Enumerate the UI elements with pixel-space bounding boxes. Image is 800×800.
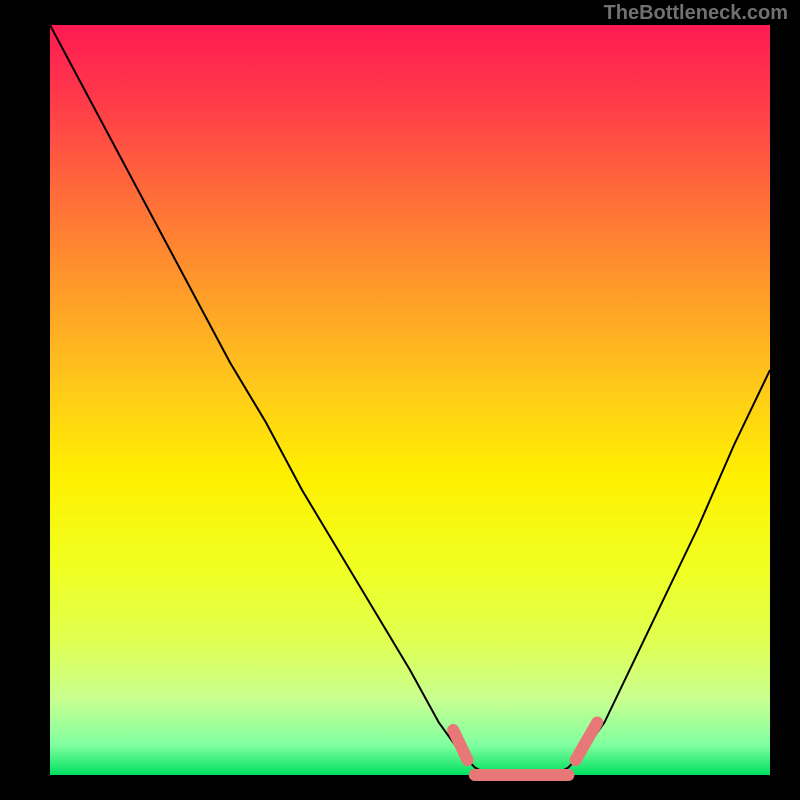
bottleneck-chart [0, 0, 800, 800]
chart-svg [0, 0, 800, 800]
plot-background [50, 25, 770, 775]
watermark-text: TheBottleneck.com [604, 2, 788, 25]
